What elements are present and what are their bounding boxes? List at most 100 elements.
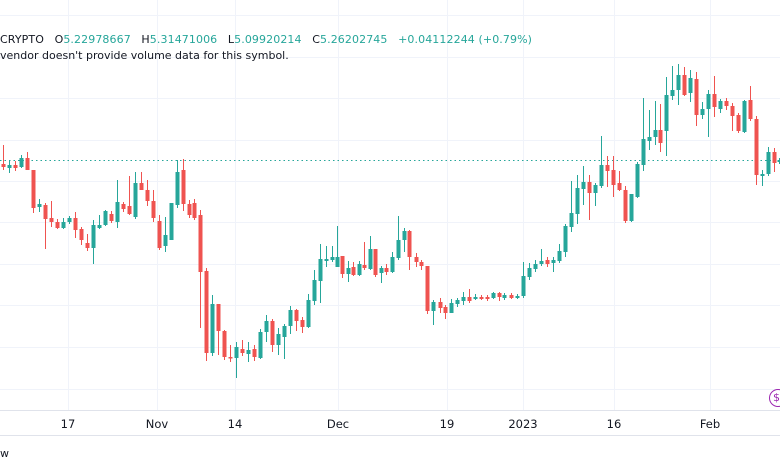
candle-up	[455, 300, 460, 304]
candle-up	[133, 183, 138, 217]
candle-up	[276, 334, 281, 345]
candle-down	[682, 75, 687, 95]
candle-up	[210, 304, 215, 353]
candle-up	[641, 139, 646, 165]
change-value: +0.04112244 (+0.79%)	[398, 33, 533, 46]
candle-down	[658, 130, 663, 143]
candle-down	[252, 349, 257, 357]
candle-down	[467, 297, 472, 301]
candle-up	[97, 225, 102, 228]
candle-up	[599, 165, 604, 186]
candle-up	[515, 296, 520, 298]
horizontal-gridlines	[0, 15, 780, 390]
candle-up	[461, 297, 466, 301]
candle-up	[431, 302, 436, 311]
candle-up	[7, 165, 12, 168]
candle-up	[491, 293, 496, 298]
candle-down	[127, 206, 132, 214]
candle-down	[414, 257, 419, 262]
candle-up	[742, 101, 747, 132]
candle-down	[1, 164, 6, 167]
candle-up	[653, 130, 658, 137]
candle-up	[551, 260, 556, 263]
candle-down	[145, 190, 150, 201]
candle-up	[379, 268, 384, 273]
candle-down	[351, 267, 356, 275]
candle-up	[318, 259, 323, 281]
high-value: 5.31471006	[149, 33, 218, 46]
candle-down	[85, 243, 90, 248]
candle-down	[157, 221, 162, 248]
x-tick-label: 14	[227, 417, 243, 431]
candle-up	[288, 310, 293, 326]
candle-up	[557, 251, 562, 261]
candle-down	[545, 260, 550, 264]
low-value: 5.09920214	[234, 33, 302, 46]
candle-up	[246, 350, 251, 354]
candle-up	[19, 158, 24, 167]
candle-down	[730, 106, 735, 116]
candle-up	[700, 109, 705, 115]
x-tick-label: Dec	[326, 417, 350, 431]
candle-down	[192, 203, 197, 218]
candle-down	[712, 94, 717, 107]
x-tick-label: 16	[606, 417, 622, 431]
candle-up	[357, 264, 362, 275]
low-label: L	[227, 33, 235, 46]
candle-up	[163, 235, 168, 246]
candle-up	[346, 268, 351, 274]
open-label: O	[54, 33, 64, 46]
candle-up	[688, 78, 693, 93]
candle-up	[766, 152, 771, 174]
candle-down	[139, 183, 144, 190]
candle-down	[724, 101, 729, 106]
candle-up	[324, 259, 329, 261]
footer-text: w	[0, 447, 9, 460]
candle-down	[694, 79, 699, 115]
vertical-gridlines	[68, 0, 711, 410]
symbol-name: CRYPTO	[0, 33, 44, 46]
x-tick-label: 2023	[508, 417, 538, 431]
candle-down	[79, 229, 84, 240]
volume-note: vendor doesn't provide volume data for t…	[0, 49, 289, 62]
candle-down	[497, 293, 502, 297]
candle-down	[772, 152, 777, 163]
candle-up	[115, 202, 120, 222]
candle-up	[502, 295, 507, 298]
candle-up	[569, 213, 574, 227]
candle-down	[362, 265, 367, 268]
candle-up	[473, 297, 478, 299]
candle-down	[294, 310, 299, 321]
candle-up	[581, 182, 586, 189]
candle-down	[754, 119, 759, 175]
candle-down	[407, 231, 412, 257]
candles	[1, 64, 780, 378]
x-tick-label: Feb	[699, 417, 721, 431]
candle-down	[198, 215, 203, 272]
candle-up	[635, 164, 640, 197]
candle-down	[121, 204, 126, 209]
x-tick-label: 19	[439, 417, 455, 431]
candle-down	[438, 302, 443, 308]
candle-up	[593, 185, 598, 193]
candle-down	[13, 165, 18, 168]
candle-down	[31, 170, 36, 208]
open-value: 5.22978667	[63, 33, 131, 46]
candle-up	[282, 326, 287, 337]
candle-up	[718, 101, 723, 109]
x-tick-label: 17	[60, 417, 76, 431]
candle-up	[67, 218, 72, 222]
candle-up	[760, 174, 765, 176]
candle-up	[169, 203, 174, 240]
candle-up	[521, 276, 526, 296]
candle-down	[270, 321, 275, 345]
candle-down	[181, 170, 186, 204]
candle-down	[49, 218, 54, 222]
candle-down	[73, 218, 78, 230]
candle-up	[103, 211, 108, 225]
dividend-marker-icon[interactable]: $	[769, 389, 780, 407]
candle-up	[533, 264, 538, 269]
candle-down	[425, 266, 430, 311]
